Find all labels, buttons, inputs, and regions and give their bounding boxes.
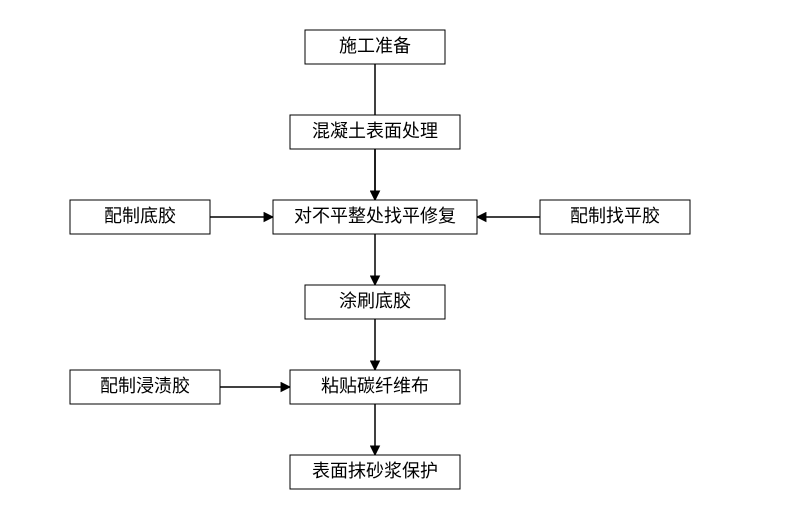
- flowchart-node: 混凝土表面处理: [290, 115, 460, 149]
- node-label: 配制浸渍胶: [100, 376, 190, 396]
- flowchart-node: 粘贴碳纤维布: [290, 370, 460, 404]
- nodes-layer: 施工准备混凝土表面处理对不平整处找平修复涂刷底胶粘贴碳纤维布表面抹砂浆保护 配制底…: [70, 30, 690, 489]
- flowchart-node: 表面抹砂浆保护: [290, 455, 460, 489]
- flowchart-node: 配制底胶: [70, 200, 210, 234]
- node-label: 配制底胶: [104, 206, 176, 226]
- flowchart-node: 配制浸渍胶: [70, 370, 220, 404]
- flowchart-canvas: 施工准备混凝土表面处理对不平整处找平修复涂刷底胶粘贴碳纤维布表面抹砂浆保护 配制底…: [0, 0, 800, 530]
- flowchart-node: 对不平整处找平修复: [273, 200, 477, 234]
- node-label: 施工准备: [339, 36, 411, 56]
- node-label: 涂刷底胶: [339, 291, 411, 311]
- node-label: 对不平整处找平修复: [294, 206, 456, 226]
- node-label: 粘贴碳纤维布: [321, 376, 429, 396]
- flowchart-node: 涂刷底胶: [305, 285, 445, 319]
- node-label: 混凝土表面处理: [312, 121, 438, 141]
- flowchart-node: 施工准备: [305, 30, 445, 64]
- node-label: 配制找平胶: [570, 206, 660, 226]
- node-label: 表面抹砂浆保护: [312, 461, 438, 481]
- flowchart-node: 配制找平胶: [540, 200, 690, 234]
